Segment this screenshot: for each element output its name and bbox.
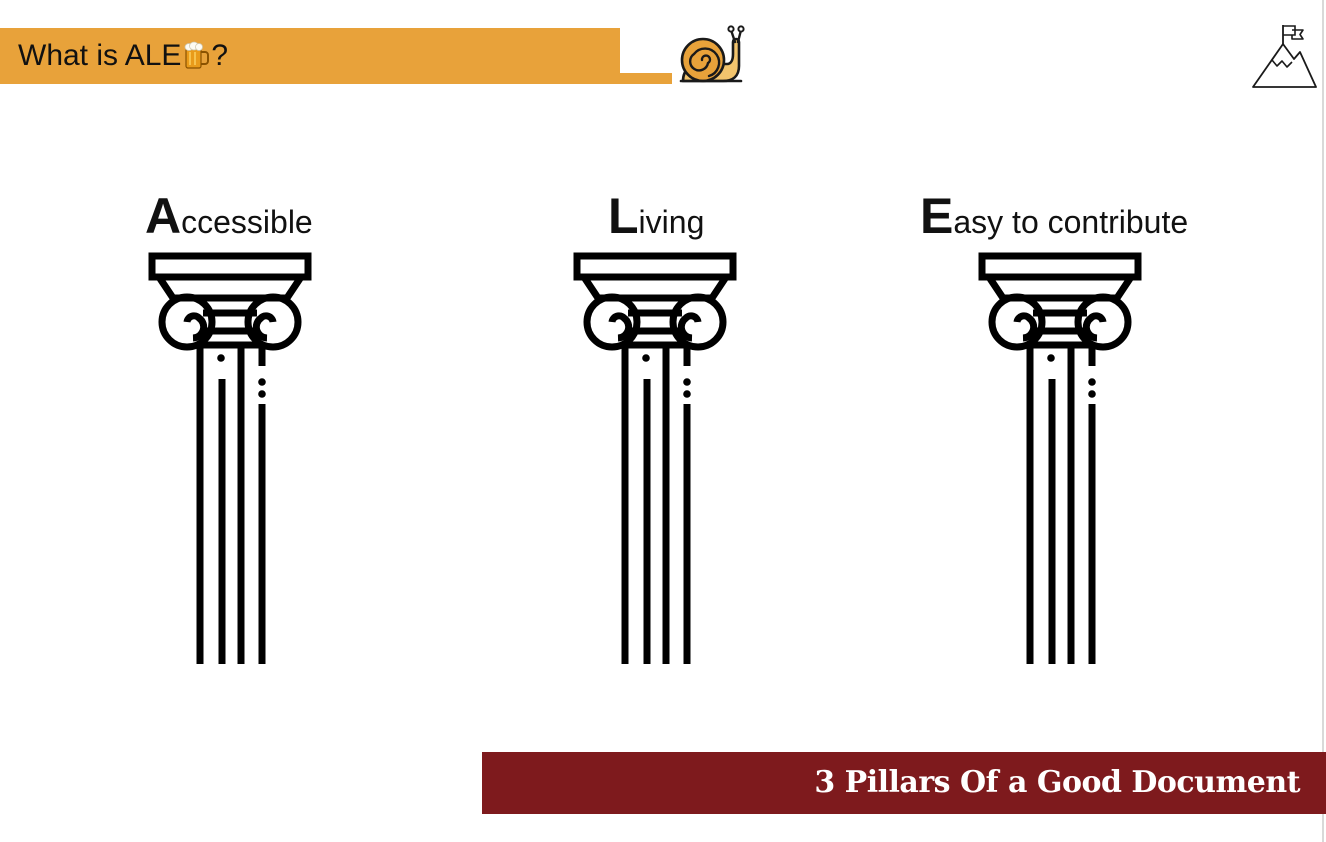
ionic-column-icon (570, 252, 740, 666)
pillar-initial: A (145, 188, 182, 244)
pillar-initial: L (608, 188, 639, 244)
pillar-label: Accessible (145, 188, 313, 244)
column-svg (573, 252, 737, 664)
snail-icon (675, 24, 747, 86)
column-svg (148, 252, 312, 664)
footer-banner: 3 Pillars Of a Good Document (482, 752, 1326, 814)
slide-edge-divider (1322, 0, 1324, 842)
summit-flag-icon (1250, 22, 1318, 90)
pillar-word: ccessible (181, 204, 313, 240)
footer-banner-text: 3 Pillars Of a Good Document (814, 765, 1300, 800)
column-svg (978, 252, 1142, 664)
pillar-label: Living (608, 188, 704, 244)
pillar-label: Easy to contribute (920, 188, 1188, 244)
pillar-word: iving (638, 204, 705, 240)
title-prefix: What is ALE (18, 39, 182, 72)
pillar-living: Living (570, 188, 830, 668)
pillar-word: asy to contribute (953, 204, 1189, 240)
ionic-column-icon (975, 252, 1145, 666)
pillar-easy-to-contribute: Easy to contribute (920, 188, 1220, 668)
pillar-initial: E (920, 188, 954, 244)
title-suffix: ? (211, 39, 229, 72)
pillar-accessible: Accessible (145, 188, 405, 668)
beer-icon (183, 41, 210, 71)
page-title: What is ALE ? (18, 36, 228, 76)
title-bar-underline (620, 73, 672, 84)
ionic-column-icon (145, 252, 315, 666)
title-bar (0, 28, 620, 84)
